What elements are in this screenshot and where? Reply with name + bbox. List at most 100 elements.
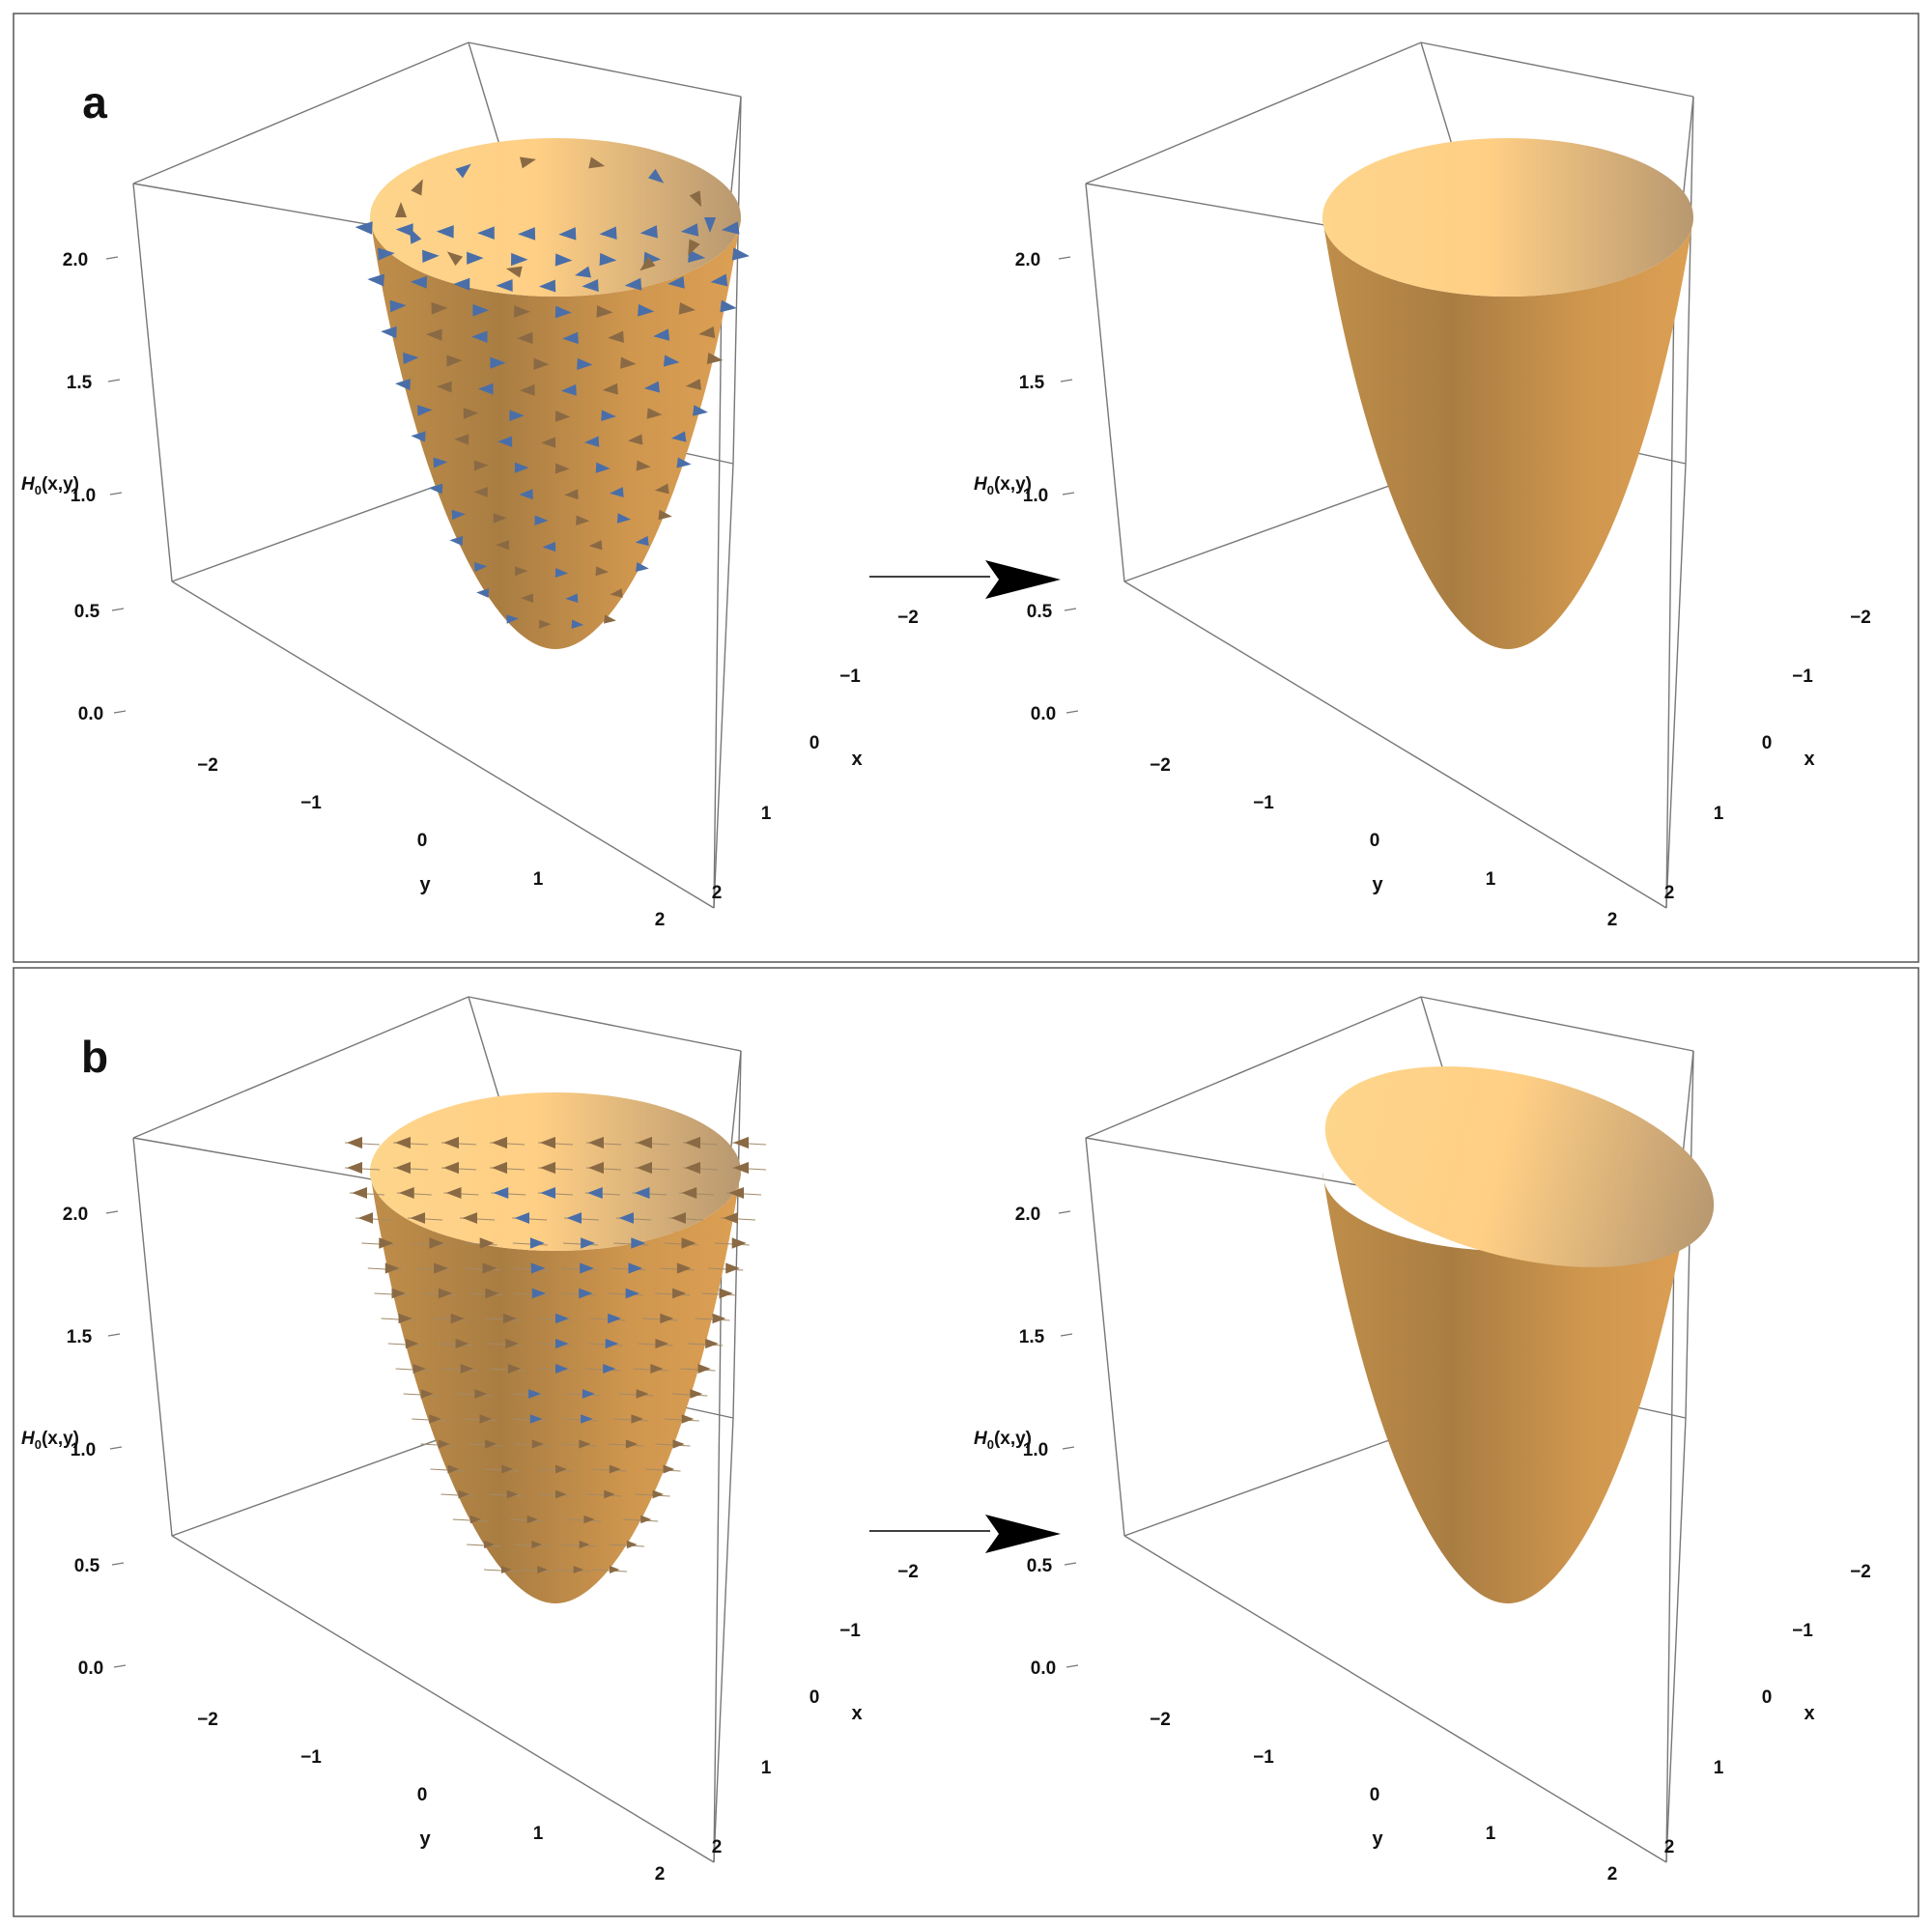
field-arrow <box>588 540 603 551</box>
right-plot: 2.0 1.5 1.0 0.5 0.0 H0(x,y) −2 −1 0 1 2 y −2 −1 0 1 2 x <box>974 42 1871 930</box>
x-tick-label: 2 <box>1664 1837 1675 1857</box>
field-arrow <box>681 1237 696 1249</box>
field-arrow <box>731 1237 747 1249</box>
field-arrow <box>720 299 737 313</box>
y-tick-label: −1 <box>1253 1747 1274 1768</box>
field-arrow <box>618 1212 634 1224</box>
field-arrow <box>583 436 600 447</box>
field-arrow <box>455 163 471 179</box>
x-tick-label: −2 <box>897 608 919 628</box>
panel-a: a2.01.51.00.50.0H0(x,y)−2−1012y−2−1012x2… <box>13 13 1919 963</box>
field-arrow <box>484 1540 495 1549</box>
field-arrow <box>473 460 489 471</box>
x-tick-label: 1 <box>1714 804 1724 824</box>
field-arrow <box>603 614 616 624</box>
field-arrow <box>398 1313 412 1324</box>
y-tick-label: −2 <box>1150 1710 1171 1730</box>
box-edge <box>713 1417 734 1863</box>
z-axis-label: H0(x,y) <box>974 1429 1032 1452</box>
left-plot: 2.0 1.5 1.0 0.5 0.0 H0(x,y) −2 −1 0 1 2 y −2 −1 0 1 2 x <box>21 42 919 930</box>
z-tick-mark <box>1062 492 1075 496</box>
field-arrow <box>395 1161 411 1175</box>
field-arrow <box>668 275 685 289</box>
field-arrow <box>678 301 696 315</box>
field-arrow <box>599 252 617 267</box>
z-tick-label: 2.0 <box>63 250 88 270</box>
z-tick-mark <box>111 1562 125 1566</box>
y-tick-label: 1 <box>533 1824 544 1844</box>
field-arrow <box>357 1212 374 1224</box>
field-arrow <box>519 383 535 396</box>
field-arrow <box>530 1262 546 1274</box>
field-arrow <box>531 1439 544 1449</box>
y-axis-label: y <box>419 874 431 895</box>
field-arrow <box>355 221 373 235</box>
z-tick-mark <box>1064 608 1077 611</box>
z-tick-label: 0.5 <box>1027 602 1053 622</box>
z-tick-label: 0.5 <box>74 602 100 622</box>
x-tick-label: 2 <box>712 883 723 903</box>
field-arrow <box>604 1489 615 1499</box>
field-arrow <box>576 515 590 525</box>
field-arrow <box>429 1414 441 1424</box>
field-arrow <box>431 301 448 315</box>
left-plot: 2.0 1.5 1.0 0.5 0.0 H0(x,y) −2 −1 0 1 2 y −2 −1 0 1 2 x <box>21 996 919 1884</box>
field-arrow <box>506 1489 519 1499</box>
field-arrow <box>610 487 624 497</box>
z-tick-mark <box>113 710 127 714</box>
field-arrow <box>447 1464 460 1474</box>
z-axis-label: H0(x,y) <box>974 474 1032 497</box>
field-arrow <box>443 1136 459 1149</box>
field-arrow <box>506 614 519 624</box>
field-arrow <box>721 221 740 235</box>
field-arrow <box>509 410 525 422</box>
field-arrow <box>658 509 672 521</box>
field-arrow <box>446 354 463 367</box>
field-arrow <box>710 273 728 287</box>
field-arrow <box>672 1288 687 1299</box>
field-arrow <box>560 383 577 396</box>
y-axis-label: y <box>1372 1828 1383 1850</box>
field-arrow <box>595 566 609 577</box>
field-arrow <box>477 383 494 395</box>
field-arrow <box>426 328 442 341</box>
field-arrow <box>405 1338 419 1349</box>
z-tick-mark <box>105 1210 119 1214</box>
field-arrow <box>693 405 708 416</box>
field-arrow <box>653 328 670 341</box>
field-arrow <box>458 1489 469 1499</box>
field-arrow <box>554 253 573 267</box>
paraboloid-rim-opening <box>370 138 741 297</box>
box-edge <box>713 285 723 909</box>
field-arrow <box>538 279 556 293</box>
field-arrow <box>514 462 529 473</box>
field-arrow <box>410 1212 426 1224</box>
field-arrow <box>492 1161 507 1175</box>
field-arrow <box>676 1262 692 1274</box>
field-arrow <box>624 277 642 291</box>
field-arrow <box>450 1313 465 1324</box>
box-edge <box>1085 1137 1125 1537</box>
field-arrow <box>579 1288 593 1299</box>
field-arrow <box>554 305 572 319</box>
field-arrow <box>689 190 702 208</box>
field-streak <box>467 1544 502 1547</box>
field-arrow <box>505 266 523 278</box>
field-arrow <box>519 489 533 500</box>
box-edge <box>1123 1535 1667 1863</box>
field-arrow <box>650 1363 664 1374</box>
field-arrow <box>555 1338 569 1349</box>
panel-frame <box>13 13 1919 963</box>
box-edge <box>1420 996 1694 1052</box>
field-arrow <box>395 379 411 390</box>
field-arrow <box>476 226 495 240</box>
box-edge <box>713 1239 723 1863</box>
z-tick-label: 1.5 <box>1019 373 1045 393</box>
z-tick-label: 1.5 <box>67 373 93 393</box>
field-arrow <box>573 1566 584 1573</box>
field-arrow <box>640 1515 652 1524</box>
field-arrow <box>583 1515 595 1524</box>
field-arrow <box>497 436 513 447</box>
field-arrow <box>654 483 669 495</box>
box-edge <box>132 42 469 184</box>
